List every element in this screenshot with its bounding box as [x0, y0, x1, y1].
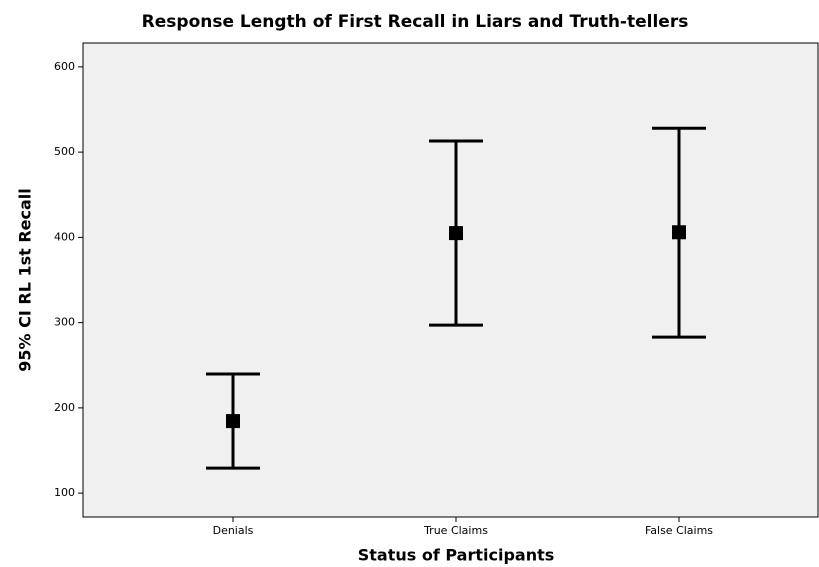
chart-title: Response Length of First Recall in Liars… — [142, 12, 689, 32]
y-tick-label: 300 — [54, 316, 75, 329]
y-axis-label: 95% CI RL 1st Recall — [16, 188, 35, 372]
x-axis-label: Status of Participants — [358, 546, 555, 565]
y-tick-label: 200 — [54, 401, 75, 414]
y-tick-label: 600 — [54, 60, 75, 73]
y-tick-label: 500 — [54, 145, 75, 158]
x-tick-label: False Claims — [645, 524, 713, 537]
mean-marker — [672, 225, 686, 240]
plot-area — [82, 42, 819, 518]
x-tick-label: True Claims — [423, 524, 488, 537]
y-tick-label: 100 — [54, 486, 75, 499]
mean-marker — [226, 414, 240, 429]
y-tick-label: 400 — [54, 230, 75, 243]
x-tick-label: Denials — [213, 524, 254, 537]
mean-marker — [449, 226, 463, 241]
